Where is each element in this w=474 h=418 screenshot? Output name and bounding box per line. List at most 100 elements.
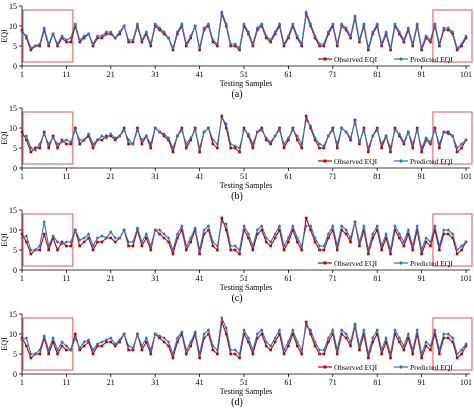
x-tick-label: 41 [196,274,204,283]
observed-point [56,146,59,150]
predicted-point [82,236,86,240]
predicted-point [237,352,242,356]
predicted-point [313,340,317,344]
observed-point [291,332,295,336]
predicted-point [331,128,335,132]
predicted-point [60,140,64,144]
predicted-point [157,334,162,338]
observed-point [291,24,295,28]
observed-point [313,36,317,40]
predicted-point [157,26,162,30]
legend-label: Observed EQI [334,157,378,166]
predicted-point [322,144,326,148]
observed-point [60,138,64,142]
observed-point [167,138,170,142]
legend-label: Predicted EQI [410,55,453,64]
predicted-point [140,240,144,244]
predicted-point [353,14,357,18]
observed-point [420,150,423,154]
predicted-point [171,352,175,356]
predicted-point [64,138,69,142]
observed-point [411,146,415,150]
predicted-point [286,34,291,38]
predicted-point [82,34,86,38]
predicted-point [104,136,109,140]
observed-point [69,244,73,248]
panel-label: (c) [231,293,242,304]
observed-point [402,40,406,44]
observed-point [202,232,206,236]
observed-point [220,114,224,118]
predicted-point [24,34,29,38]
legend-marker-square [323,159,327,163]
predicted-point [428,344,433,348]
observed-point [247,236,250,240]
observed-point [455,48,459,52]
observed-point [82,344,86,348]
observed-point [433,126,437,130]
predicted-point [166,136,171,140]
predicted-point [264,136,268,140]
predicted-point [464,34,468,38]
predicted-point [149,244,153,248]
predicted-point [135,22,140,26]
y-axis-label: EQI [0,337,9,351]
observed-point [273,32,277,36]
observed-point [158,336,161,340]
observed-point [100,240,104,244]
observed-point [411,44,415,48]
y-axis-label: EQI [0,29,9,43]
observed-point [362,126,366,130]
predicted-point [197,352,202,356]
x-tick-label: 1 [20,378,24,387]
observed-point [309,228,312,232]
predicted-point [246,232,251,236]
predicted-point [175,30,180,34]
predicted-point [313,236,317,240]
predicted-point [33,248,38,252]
predicted-point [104,338,109,342]
y-tick-label: 0 [13,370,17,379]
observed-point [184,352,188,356]
predicted-point [206,22,211,26]
predicted-point [255,26,260,30]
observed-point [202,336,206,340]
observed-point [464,344,468,348]
y-tick-label: 5 [13,42,17,51]
observed-point [216,146,219,150]
predicted-point [166,36,171,40]
observed-point [91,352,95,356]
observed-point [38,146,42,150]
predicted-point [126,38,131,42]
observed-point [451,236,454,240]
predicted-point [100,234,104,238]
predicted-point [411,348,415,352]
predicted-point [282,142,286,146]
predicted-point [317,42,322,46]
observed-point [264,240,268,244]
predicted-point [335,244,339,248]
predicted-point [251,348,255,352]
predicted-point [433,224,437,228]
predicted-point [388,146,393,150]
predicted-point [362,328,366,332]
predicted-point [264,236,268,240]
predicted-point [233,42,237,46]
y-tick-label: 0 [13,62,17,71]
observed-point [429,40,432,44]
predicted-point [322,42,326,46]
observed-point [349,138,352,142]
predicted-point [122,228,126,232]
predicted-point [144,336,149,340]
x-tick-label: 31 [151,70,159,79]
predicted-point [424,236,428,240]
observed-point [406,232,410,236]
predicted-point [193,226,197,230]
predicted-point [73,336,77,340]
observed-point [122,126,126,130]
predicted-point [331,224,335,228]
predicted-point [55,142,60,146]
predicted-point [171,46,175,50]
predicted-point [286,136,291,140]
predicted-point [131,142,135,146]
